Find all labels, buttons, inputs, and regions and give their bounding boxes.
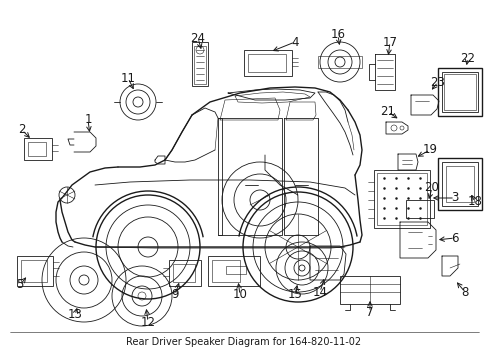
Bar bbox=[376, 173, 426, 225]
Bar bbox=[17, 256, 53, 286]
Bar bbox=[443, 74, 475, 110]
Bar bbox=[169, 260, 201, 286]
Text: 3: 3 bbox=[450, 192, 458, 204]
Text: 19: 19 bbox=[422, 144, 437, 157]
Bar bbox=[244, 50, 291, 76]
Text: 11: 11 bbox=[120, 72, 135, 85]
Bar bbox=[437, 158, 481, 210]
Text: 5: 5 bbox=[16, 279, 23, 292]
Text: 18: 18 bbox=[467, 195, 482, 208]
Text: 23: 23 bbox=[429, 76, 445, 89]
Text: 9: 9 bbox=[171, 288, 179, 301]
Text: 4: 4 bbox=[291, 36, 298, 49]
Text: 21: 21 bbox=[380, 105, 395, 118]
Text: 2: 2 bbox=[18, 123, 26, 136]
Text: 20: 20 bbox=[424, 181, 439, 194]
Bar bbox=[212, 260, 240, 282]
Bar bbox=[317, 56, 361, 68]
Text: 8: 8 bbox=[460, 285, 468, 298]
Text: 6: 6 bbox=[450, 231, 458, 244]
Bar bbox=[405, 200, 433, 218]
Text: 13: 13 bbox=[67, 309, 82, 321]
Text: Rear Driver Speaker Diagram for 164-820-11-02: Rear Driver Speaker Diagram for 164-820-… bbox=[126, 337, 361, 347]
Bar bbox=[21, 260, 47, 282]
Text: 12: 12 bbox=[140, 315, 155, 328]
Text: 17: 17 bbox=[382, 36, 397, 49]
Text: 15: 15 bbox=[287, 288, 302, 301]
Text: 24: 24 bbox=[190, 31, 205, 45]
Text: 10: 10 bbox=[232, 288, 247, 301]
Text: 7: 7 bbox=[366, 306, 373, 319]
Bar bbox=[194, 46, 205, 84]
Bar bbox=[445, 166, 473, 202]
Bar bbox=[225, 266, 245, 274]
Bar bbox=[373, 170, 429, 228]
Bar bbox=[207, 256, 260, 286]
Bar bbox=[247, 54, 285, 72]
Bar bbox=[173, 264, 195, 282]
Text: 22: 22 bbox=[460, 51, 474, 64]
Bar bbox=[441, 162, 477, 206]
Bar bbox=[28, 142, 46, 156]
Bar bbox=[437, 68, 481, 116]
Text: 16: 16 bbox=[330, 28, 345, 41]
Bar bbox=[339, 276, 399, 304]
Bar bbox=[24, 138, 52, 160]
Bar bbox=[441, 72, 477, 112]
Text: 1: 1 bbox=[84, 113, 92, 126]
Text: 14: 14 bbox=[312, 285, 327, 298]
Bar bbox=[192, 42, 207, 86]
